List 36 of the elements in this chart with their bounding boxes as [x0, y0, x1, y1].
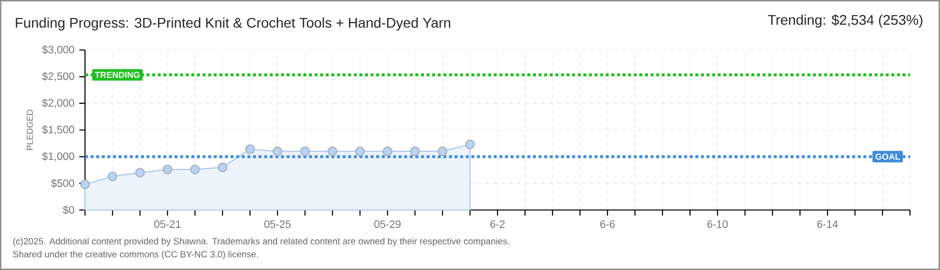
ref-line-label: GOAL [876, 154, 900, 160]
point [382, 146, 392, 156]
text: Trending: $2,534 (253%) [768, 14, 922, 28]
point [328, 146, 338, 156]
point [162, 164, 172, 174]
ref-line-label: TRENDING [94, 72, 140, 78]
point [135, 168, 145, 178]
chart-title: Funding Progress: 3D-Printed Knit & Crochet Tools + Hand-Dyed Yarn [16, 17, 450, 31]
x-tick-label: 6-6 [600, 220, 615, 228]
point [272, 146, 282, 156]
point [410, 146, 420, 156]
point [218, 162, 228, 172]
x-tick-label: 05-21 [154, 220, 181, 228]
y-tick-label: $500 [50, 178, 74, 188]
y-tick-label: $3,000 [42, 45, 74, 55]
y-axis-title: PLEDGED [26, 110, 33, 150]
y-tick-label: $1,000 [42, 152, 74, 162]
point [355, 146, 365, 156]
x-tick-label: 6-14 [817, 220, 838, 228]
x-tick-label: 6-10 [707, 220, 728, 228]
x-tick-label: 6-2 [490, 220, 505, 228]
text: (c)2025. Additional content provided by Shawna. Trademarks and related content are owned by their respective companies. [13, 238, 510, 246]
y-tick-label: $2,000 [42, 98, 74, 108]
point [190, 164, 200, 174]
point [300, 146, 310, 156]
x-tick-label: 05-29 [374, 220, 401, 228]
y-tick-label: $0 [62, 206, 74, 214]
point [80, 180, 90, 190]
point [438, 146, 448, 156]
point [465, 140, 475, 150]
point [245, 144, 255, 154]
y-tick-label: $1,500 [42, 125, 74, 135]
y-tick-label: $2,500 [42, 72, 74, 82]
point [108, 172, 118, 182]
x-tick-label: 05-25 [264, 220, 291, 228]
text: Shared under the creative commons (CC BY-NC 3.0) license. [13, 250, 258, 260]
